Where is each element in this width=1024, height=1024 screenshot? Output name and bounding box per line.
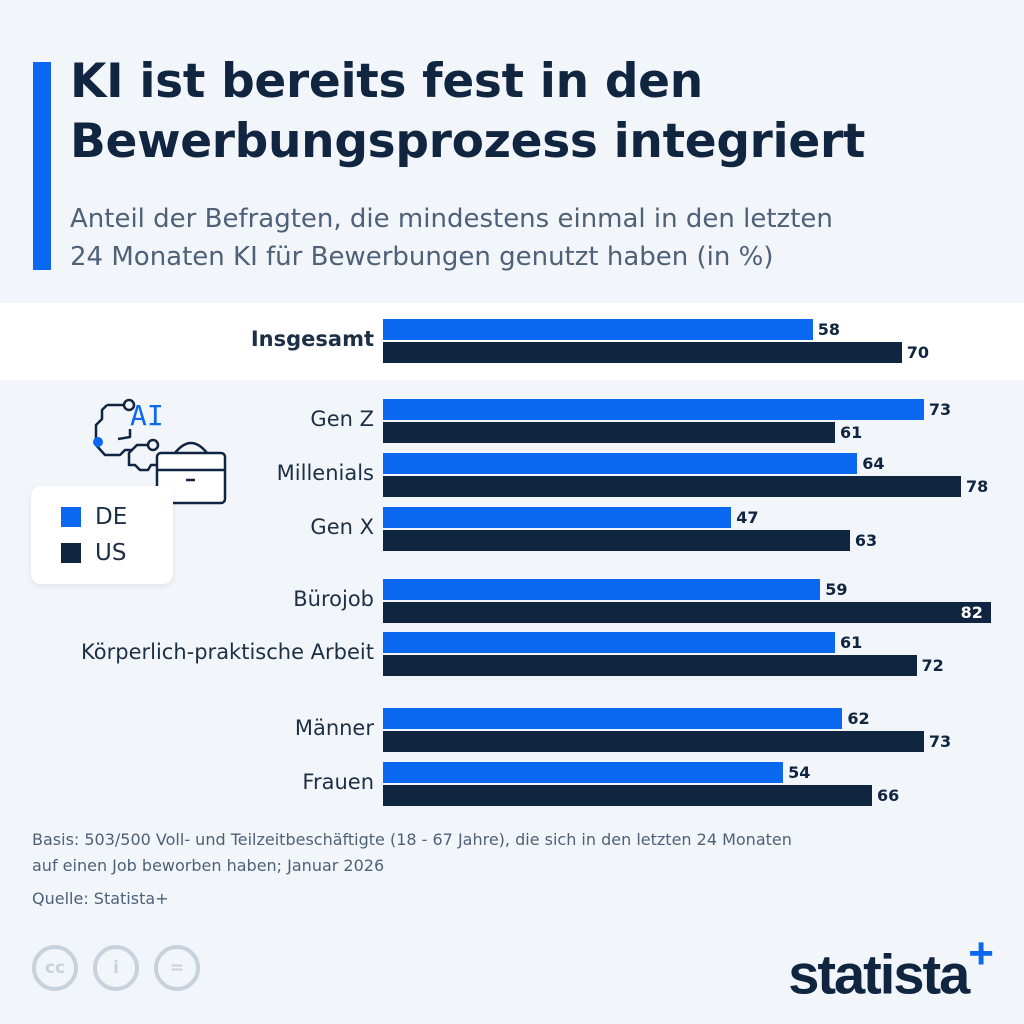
bar-us bbox=[383, 342, 902, 363]
bar-us bbox=[383, 785, 873, 806]
bar-de bbox=[383, 507, 732, 528]
ai-briefcase-icon: AI bbox=[93, 398, 227, 505]
bar-us bbox=[383, 530, 850, 551]
basis-line-2: auf einen Job beworben haben; Januar 202… bbox=[32, 856, 385, 875]
value-label-de: 54 bbox=[788, 763, 811, 782]
bar-us bbox=[383, 655, 917, 676]
category-label: Frauen bbox=[302, 770, 374, 794]
value-label-us: 61 bbox=[840, 423, 863, 442]
source-note: Quelle: Statista+ bbox=[32, 889, 169, 908]
legend-label-us: US bbox=[95, 540, 127, 566]
bar-us bbox=[383, 476, 961, 497]
value-label-de: 64 bbox=[862, 454, 885, 473]
subtitle-line-2: 24 Monaten KI für Bewerbungen genutzt ha… bbox=[70, 242, 774, 272]
category-label: Insgesamt bbox=[250, 327, 374, 351]
bar-de bbox=[383, 632, 835, 653]
bar-de bbox=[383, 319, 813, 340]
total-highlight-band bbox=[0, 303, 1024, 380]
legend-swatch-us bbox=[61, 543, 81, 563]
value-label-de: 58 bbox=[817, 320, 841, 339]
value-label-de: 73 bbox=[928, 400, 952, 419]
bar-us bbox=[383, 422, 835, 443]
category-label: Gen Z bbox=[310, 407, 374, 431]
basis-line-1: Basis: 503/500 Voll- und Teilzeitbeschäf… bbox=[32, 830, 792, 849]
title-accent-bar bbox=[33, 62, 51, 270]
chart-subtitle: Anteil der Befragten, die mindestens ein… bbox=[70, 200, 833, 276]
bar-us bbox=[383, 731, 924, 752]
legend: DE US bbox=[31, 486, 173, 584]
value-label-us: 78 bbox=[965, 477, 989, 496]
bar-de bbox=[383, 708, 843, 729]
logo-text: statista bbox=[788, 942, 970, 1006]
subtitle-line-1: Anteil der Befragten, die mindestens ein… bbox=[70, 204, 833, 234]
legend-item-us: US bbox=[61, 540, 126, 566]
bar-de bbox=[383, 399, 924, 420]
value-label-de: 47 bbox=[736, 508, 759, 527]
legend-item-de: DE bbox=[61, 504, 127, 530]
legend-label-de: DE bbox=[95, 504, 128, 530]
category-label: Gen X bbox=[310, 515, 374, 539]
cc-license-icon[interactable]: cc bbox=[32, 945, 78, 991]
category-label: Körperlich-praktische Arbeit bbox=[81, 640, 374, 664]
bar-de bbox=[383, 453, 858, 474]
cc-nd-icon[interactable]: = bbox=[154, 945, 200, 991]
value-label-us: 70 bbox=[906, 343, 929, 362]
value-label-us: 63 bbox=[854, 531, 878, 550]
chart-title: KI ist bereits fest in den Bewerbungsproz… bbox=[70, 52, 865, 172]
category-label: Millenials bbox=[276, 461, 374, 485]
value-label-de: 61 bbox=[840, 633, 863, 652]
value-label-de: 62 bbox=[847, 709, 870, 728]
ai-label: AI bbox=[130, 399, 164, 432]
title-line-2: Bewerbungsprozess integriert bbox=[70, 114, 865, 169]
bar-de bbox=[383, 579, 821, 600]
value-label-us: 73 bbox=[928, 732, 952, 751]
legend-swatch-de bbox=[61, 507, 81, 527]
bar-us bbox=[383, 602, 991, 623]
bar-de bbox=[383, 762, 784, 783]
title-line-1: KI ist bereits fest in den bbox=[70, 54, 703, 109]
category-label: Bürojob bbox=[293, 587, 374, 611]
value-label-us: 82 bbox=[960, 603, 983, 622]
value-label-us: 72 bbox=[921, 656, 944, 675]
cc-by-icon[interactable]: i bbox=[93, 945, 139, 991]
value-label-de: 59 bbox=[825, 580, 848, 599]
statista-logo[interactable]: statista+ bbox=[788, 929, 994, 1007]
value-label-us: 66 bbox=[877, 786, 900, 805]
category-label: Männer bbox=[294, 716, 374, 740]
footnote-basis: Basis: 503/500 Voll- und Teilzeitbeschäf… bbox=[32, 827, 792, 879]
logo-plus: + bbox=[968, 929, 994, 978]
